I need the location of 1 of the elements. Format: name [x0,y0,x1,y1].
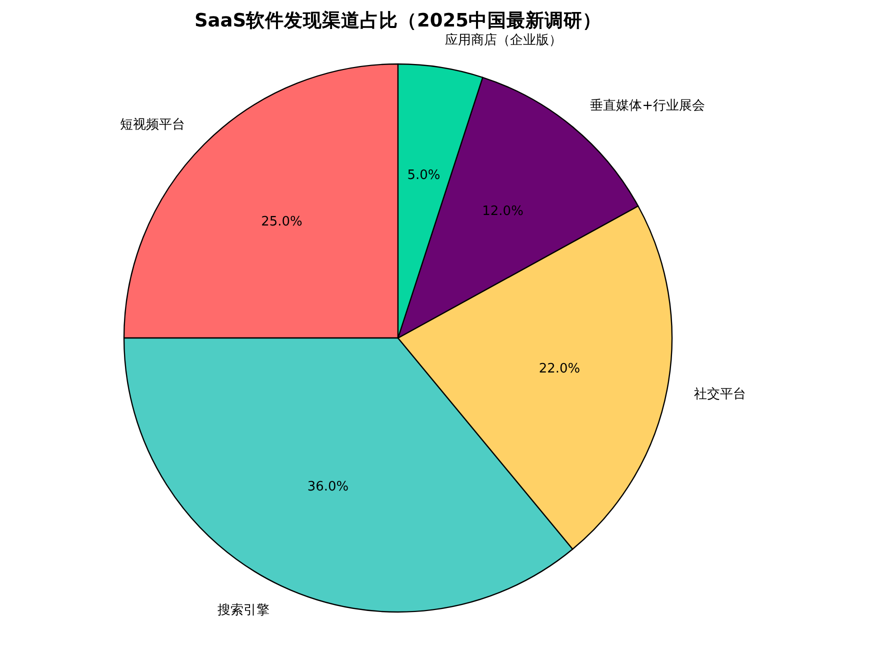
title: SaaS软件发现渠道占比（2025中国最新调研） [194,10,602,32]
